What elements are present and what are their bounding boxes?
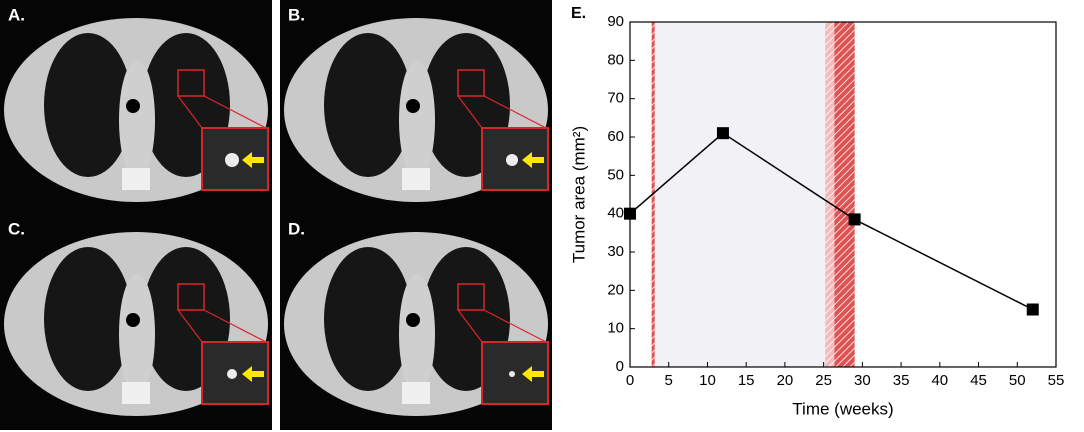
nodule — [225, 153, 239, 167]
spine — [402, 168, 430, 190]
roi-box — [177, 283, 205, 311]
zoom-line — [203, 95, 267, 129]
mediastinum — [399, 274, 435, 394]
x-axis-title: Time (weeks) — [792, 399, 893, 418]
mediastinum — [119, 274, 155, 394]
x-tick-label: 55 — [1048, 372, 1065, 389]
mediastinum — [119, 60, 155, 180]
y-tick-label: 40 — [607, 205, 624, 222]
panel-label: B. — [288, 5, 305, 24]
y-tick-label: 50 — [607, 166, 624, 183]
ct-image: B. — [280, 0, 552, 216]
zoom-line — [457, 95, 483, 129]
lung-left — [44, 247, 132, 391]
x-tick-label: 30 — [854, 372, 871, 389]
mediastinum — [399, 60, 435, 180]
y-tick-label: 0 — [616, 358, 624, 375]
line — [629, 132, 1034, 311]
plot-frame — [629, 21, 1057, 368]
zoom-line — [457, 309, 483, 343]
trachea — [406, 99, 420, 113]
spine — [122, 382, 150, 404]
panel-label: A. — [8, 5, 25, 24]
x-tick-label: 35 — [893, 372, 910, 389]
point — [1026, 303, 1039, 316]
x-tick-label: 40 — [931, 372, 948, 389]
panel-label: D. — [288, 219, 305, 238]
trachea — [406, 313, 420, 327]
spine — [402, 382, 430, 404]
point — [716, 127, 729, 140]
hatch — [825, 22, 835, 367]
roi-box — [457, 69, 485, 97]
zoom-line — [177, 95, 203, 129]
y-tick-label: 70 — [607, 90, 624, 107]
nodule — [506, 154, 518, 166]
arrow — [242, 152, 264, 168]
y-tick-label: 60 — [607, 128, 624, 145]
lung-left — [324, 247, 412, 391]
panel-label: C. — [8, 219, 25, 238]
zoom-line — [177, 309, 203, 343]
y-tick-label: 30 — [607, 243, 624, 260]
ct-image: D. — [280, 214, 552, 430]
trachea — [126, 99, 140, 113]
zoom-line — [483, 309, 547, 343]
zoom-line — [483, 95, 547, 129]
point — [624, 207, 636, 220]
y-tick-label: 20 — [607, 281, 624, 298]
lung-left — [324, 33, 412, 177]
ct-image: A. — [0, 0, 272, 216]
x-tick-label: 20 — [777, 372, 794, 389]
x-tick-label: 50 — [1009, 372, 1026, 389]
roi-box — [177, 69, 205, 97]
x-tick-label: 0 — [626, 372, 634, 389]
nodule — [509, 371, 515, 377]
lung-left — [44, 33, 132, 177]
hatch — [834, 22, 855, 367]
arrow — [242, 366, 264, 382]
y-axis-title: Tumor area (mm²) — [569, 126, 588, 263]
x-tick-label: 25 — [815, 372, 832, 389]
y-tick-label: 90 — [607, 13, 624, 30]
panel-label: E. — [571, 5, 586, 22]
x-tick-label: 10 — [699, 372, 716, 389]
x-tick-label: 15 — [738, 372, 755, 389]
x-tick-label: 5 — [665, 372, 673, 389]
y-tick-label: 10 — [607, 320, 624, 337]
shaded-region — [654, 22, 826, 367]
roi-box — [457, 283, 485, 311]
ct-image: C. — [0, 214, 272, 430]
zoom-line — [203, 309, 267, 343]
y-tick-label: 80 — [607, 51, 624, 68]
arrow — [522, 152, 544, 168]
trachea — [126, 313, 140, 327]
spine — [122, 168, 150, 190]
arrow — [522, 366, 544, 382]
x-tick-label: 45 — [970, 372, 987, 389]
nodule — [227, 369, 237, 379]
point — [848, 213, 861, 226]
